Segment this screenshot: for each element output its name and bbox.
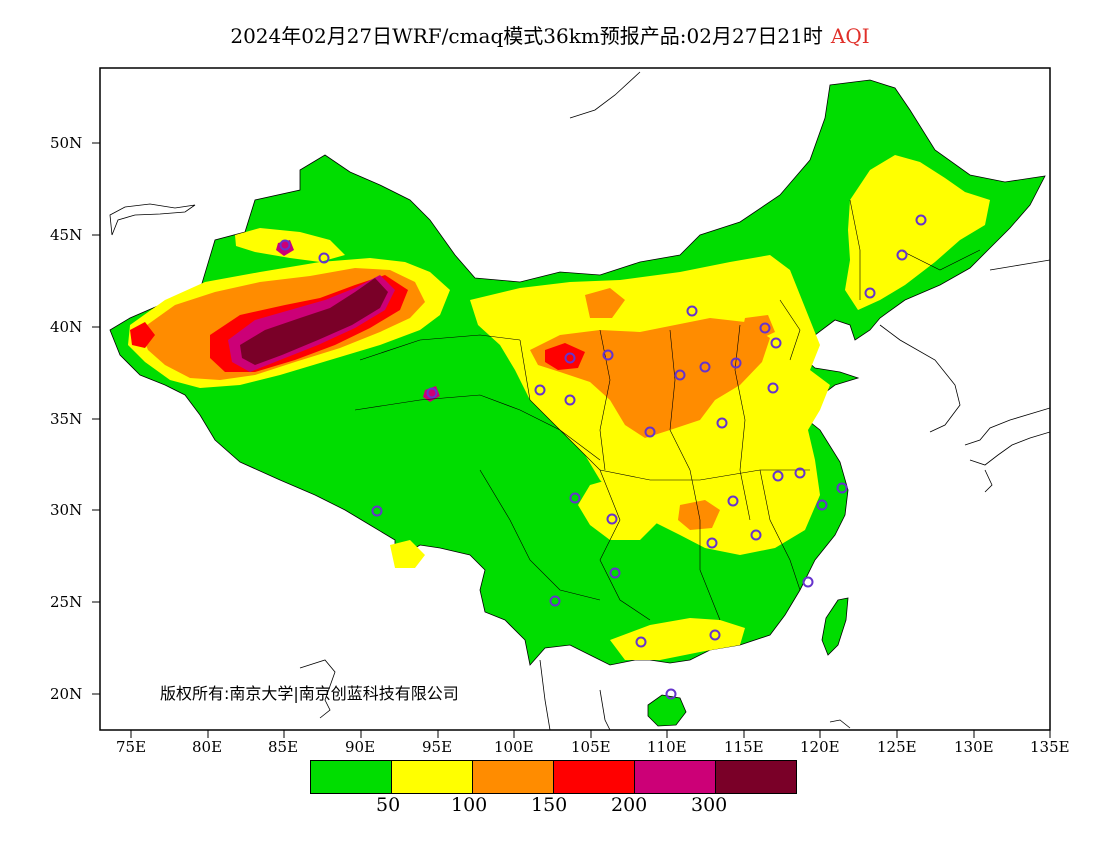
aqi-zone-red-west-spot [130, 322, 155, 348]
legend-swatch-very-unhealthy [635, 761, 716, 793]
legend-label-50: 50 [376, 794, 401, 816]
station-marker [706, 537, 718, 549]
aqi-zone-orange-northchina [530, 318, 770, 438]
aqi-zone-orange-beijing [742, 315, 775, 340]
vietnam-coast [539, 659, 611, 730]
korea-coast [989, 259, 1050, 271]
station-marker [564, 394, 576, 406]
station-marker [602, 349, 614, 361]
legend-swatch-good [311, 761, 392, 793]
lat-label-50n: 50N [50, 134, 83, 152]
lat-label-45n: 45N [50, 226, 83, 244]
station-marker [318, 252, 330, 264]
station-marker [759, 322, 771, 334]
station-marker [279, 239, 291, 251]
lon-label-100e: 100E [494, 738, 534, 756]
station-marker [549, 595, 561, 607]
lon-label-95e: 95E [422, 738, 453, 756]
balkhash-lake [109, 203, 196, 236]
legend-label-150: 150 [531, 794, 568, 816]
station-marker [686, 305, 698, 317]
lon-label-120e: 120E [800, 738, 840, 756]
copyright-text: 版权所有:南京大学|南京创蓝科技有限公司 [160, 684, 459, 703]
lon-label-85e: 85E [268, 738, 299, 756]
color-legend [310, 760, 797, 794]
station-marker [635, 636, 647, 648]
title-variable: AQI [830, 24, 870, 48]
map-frame [99, 67, 1051, 731]
province-boundaries [354, 199, 981, 621]
aqi-zone-orange-north-spot [585, 288, 625, 318]
station-marker [794, 467, 806, 479]
lon-label-80e: 80E [192, 738, 223, 756]
station-marker [864, 287, 876, 299]
lat-label-35n: 35N [50, 410, 83, 428]
legend-label-200: 200 [611, 794, 648, 816]
philippines-coast [829, 719, 851, 729]
station-marker [802, 576, 814, 588]
station-markers [279, 214, 927, 700]
station-marker [569, 492, 581, 504]
station-marker [609, 567, 621, 579]
station-marker [606, 513, 618, 525]
lon-label-115e: 115E [724, 738, 764, 756]
legend-label-100: 100 [451, 794, 488, 816]
map-title: 2024年02月27日WRF/cmaq模式36km预报产品:02月27日21时 A… [0, 20, 1100, 49]
station-marker [767, 382, 779, 394]
station-marker [534, 384, 546, 396]
lat-label-20n: 20N [50, 685, 83, 703]
station-marker [371, 505, 383, 517]
lat-label-25n: 25N [50, 593, 83, 611]
lon-label-75e: 75E [116, 738, 147, 756]
japan-coast [964, 407, 1050, 493]
lat-ticks [92, 142, 100, 695]
aqi-zone-moderate-south [578, 475, 660, 540]
station-marker [772, 470, 784, 482]
aqi-zone-moderate-south-coast [610, 618, 745, 660]
lon-label-110e: 110E [647, 738, 687, 756]
bohai-coast [879, 324, 961, 433]
station-marker [699, 361, 711, 373]
station-marker [709, 629, 721, 641]
station-marker [727, 495, 739, 507]
station-marker [674, 369, 686, 381]
taiwan-island [821, 597, 849, 656]
lon-label-90e: 90E [345, 738, 376, 756]
aqi-zone-moderate-northeast [845, 155, 990, 310]
station-marker [816, 499, 828, 511]
station-marker [716, 417, 728, 429]
station-marker [750, 529, 762, 541]
station-marker [836, 482, 848, 494]
legend-swatch-hazardous [716, 761, 796, 793]
legend-swatch-sensitive [473, 761, 554, 793]
legend-label-300: 300 [691, 794, 728, 816]
lon-ticks [130, 730, 1051, 738]
lon-label-130e: 130E [954, 738, 994, 756]
lat-label-40n: 40N [50, 318, 83, 336]
station-marker [564, 352, 576, 364]
lon-label-135e: 135E [1030, 738, 1070, 756]
station-marker [915, 214, 927, 226]
title-main: 2024年02月27日WRF/cmaq模式36km预报产品:02月27日21时 [230, 24, 823, 48]
station-marker [770, 337, 782, 349]
legend-swatch-moderate [392, 761, 473, 793]
india-border [299, 659, 336, 719]
mongolia-lake [569, 71, 641, 119]
station-marker [896, 249, 908, 261]
station-marker [426, 387, 438, 399]
station-marker [644, 426, 656, 438]
station-marker [665, 688, 677, 700]
aqi-zone-moderate-tibet-spot [390, 540, 425, 568]
station-marker [730, 357, 742, 369]
legend-swatch-unhealthy [554, 761, 635, 793]
hainan-island [647, 694, 687, 727]
lon-label-125e: 125E [877, 738, 917, 756]
lon-label-105e: 105E [571, 738, 611, 756]
aqi-zone-hazardous-tarim [240, 278, 388, 365]
lat-label-30n: 30N [50, 501, 83, 519]
